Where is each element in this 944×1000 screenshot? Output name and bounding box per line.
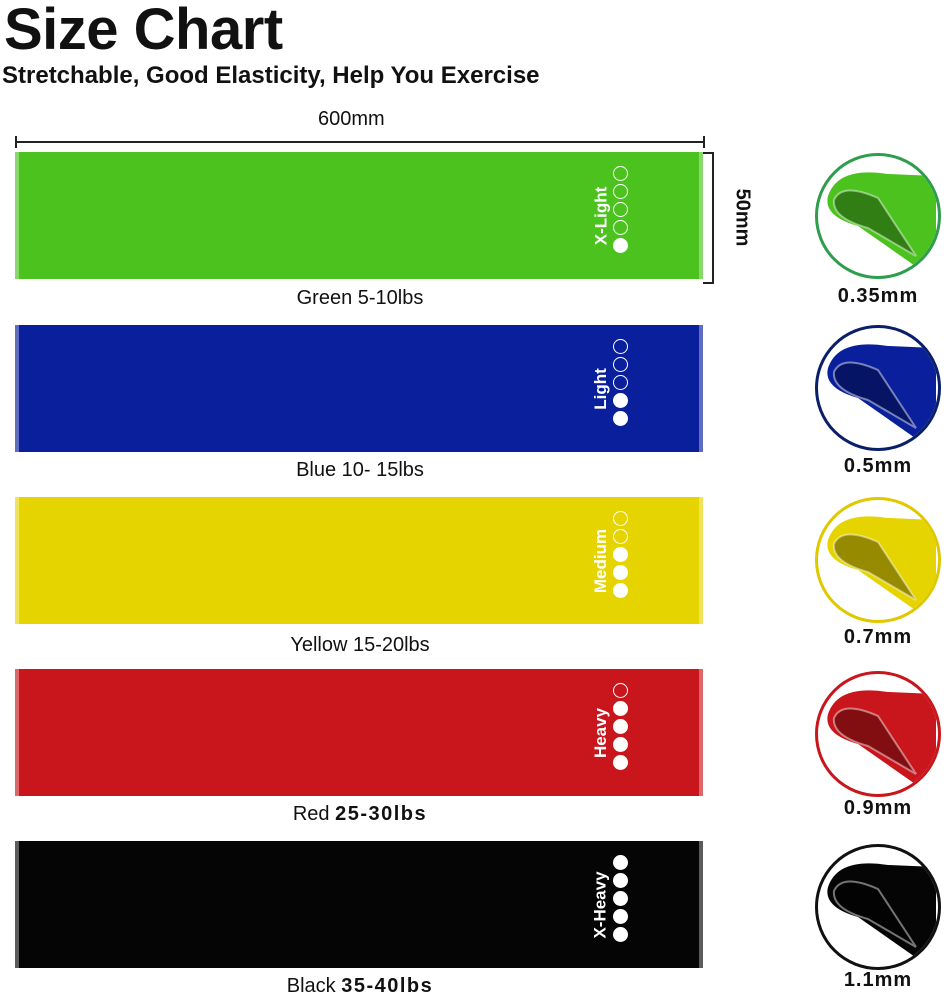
- band-weight: 10- 15lbs: [341, 459, 424, 481]
- resistance-level-label: Medium: [591, 528, 611, 593]
- band-thickness: 0.35mm: [837, 285, 919, 307]
- band-thickness-image: [815, 671, 941, 797]
- length-bracket: [15, 141, 705, 143]
- level-dot: [613, 683, 628, 698]
- band-weight: 25-30lbs: [335, 803, 428, 825]
- band-weight: 35-40lbs: [341, 975, 434, 997]
- band-color-name: Blue: [296, 459, 342, 481]
- level-dot: [613, 411, 628, 426]
- length-bracket-cap: [15, 136, 17, 148]
- level-dot: [613, 873, 628, 888]
- band-thickness: 0.5mm: [843, 455, 913, 477]
- resistance-level-dots: [613, 166, 628, 253]
- band-thickness-image: [815, 325, 941, 451]
- band-color-name: Yellow: [290, 634, 353, 656]
- band-weight: 15-20lbs: [352, 634, 430, 656]
- level-dot: [613, 565, 628, 580]
- band-yellow: Medium: [15, 497, 703, 624]
- band-label: Blue 10- 15lbs: [0, 459, 720, 482]
- band-color-name: Black: [286, 975, 342, 997]
- resistance-level-label: X-Light: [590, 186, 610, 245]
- level-dot: [613, 184, 628, 199]
- band-thickness: 1.1mm: [843, 969, 913, 991]
- level-dot: [613, 701, 628, 716]
- level-dot: [613, 529, 628, 544]
- level-dot: [613, 220, 628, 235]
- level-dot: [613, 927, 628, 942]
- band-black: X-Heavy: [15, 841, 703, 968]
- page-title: Size Chart: [4, 0, 283, 62]
- level-dot: [613, 719, 628, 734]
- subtitle: Stretchable, Good Elasticity, Help You E…: [2, 62, 540, 89]
- band-label: Red 25-30lbs: [0, 803, 720, 826]
- level-dot: [613, 238, 628, 253]
- band-label: Black 35-40lbs: [0, 975, 720, 998]
- level-dot: [613, 909, 628, 924]
- length-bracket-cap: [703, 136, 705, 148]
- resistance-level-label: Heavy: [590, 707, 610, 758]
- band-thickness-image: [815, 844, 941, 970]
- level-dot: [613, 737, 628, 752]
- level-dot: [613, 166, 628, 181]
- band-red: Heavy: [15, 669, 703, 796]
- level-dot: [613, 393, 628, 408]
- band-thickness-image: [815, 153, 941, 279]
- resistance-level-dots: [613, 339, 628, 426]
- level-dot: [613, 202, 628, 217]
- resistance-level-dots: [613, 683, 628, 770]
- band-label: Green 5-10lbs: [0, 287, 720, 310]
- band-blue: Light: [15, 325, 703, 452]
- band-thickness-image: [815, 497, 941, 623]
- resistance-level-dots: [613, 511, 628, 598]
- level-dot: [613, 339, 628, 354]
- level-dot: [613, 583, 628, 598]
- band-green: X-Light: [15, 152, 703, 279]
- level-dot: [613, 855, 628, 870]
- level-dot: [613, 511, 628, 526]
- level-dot: [613, 755, 628, 770]
- band-thickness: 0.7mm: [843, 626, 913, 648]
- width-bracket: [703, 152, 714, 284]
- band-weight: 5-10lbs: [357, 287, 424, 309]
- level-dot: [613, 357, 628, 372]
- level-dot: [613, 891, 628, 906]
- resistance-level-label: X-Heavy: [591, 870, 611, 939]
- band-thickness: 0.9mm: [843, 797, 913, 819]
- band-label: Yellow 15-20lbs: [0, 634, 720, 657]
- resistance-level-label: Light: [590, 367, 610, 410]
- band-color-name: Red: [292, 803, 336, 825]
- resistance-level-dots: [613, 855, 628, 942]
- level-dot: [613, 375, 628, 390]
- level-dot: [613, 547, 628, 562]
- band-color-name: Green: [296, 287, 358, 309]
- length-dimension: 600mm: [318, 108, 385, 130]
- width-dimension: 50mm: [731, 188, 754, 247]
